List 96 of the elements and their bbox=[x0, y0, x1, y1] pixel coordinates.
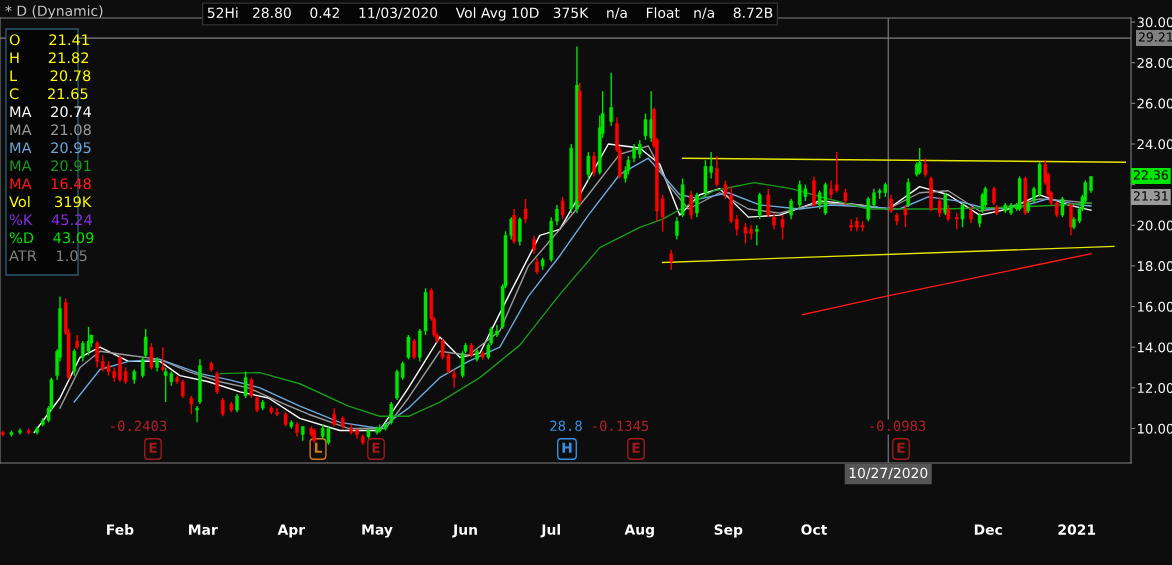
chart-title: * D (Dynamic) bbox=[5, 5, 103, 19]
annotation: -0.1345 bbox=[593, 420, 649, 432]
candlestick bbox=[609, 72, 613, 127]
x-tick-label: Mar bbox=[189, 524, 218, 535]
candlestick bbox=[332, 407, 336, 428]
candlestick bbox=[592, 151, 596, 178]
candlestick bbox=[95, 340, 99, 369]
candlestick bbox=[829, 179, 833, 200]
annotation: 28.8 bbox=[550, 420, 582, 432]
x-tick-label: Oct bbox=[801, 524, 827, 535]
candlestick bbox=[523, 198, 528, 224]
candlestick bbox=[669, 248, 673, 271]
candlestick bbox=[780, 214, 785, 241]
annotation: MA 21.08 bbox=[10, 124, 91, 136]
x-tick-label: Sep bbox=[714, 524, 743, 538]
candlestick bbox=[518, 216, 522, 247]
candlestick bbox=[735, 214, 739, 237]
annotation: H bbox=[562, 442, 572, 453]
candlestick bbox=[220, 397, 225, 417]
candlestick bbox=[906, 177, 911, 208]
annotation: L 20.78 bbox=[10, 70, 91, 82]
x-tick-label: Aug bbox=[624, 524, 654, 538]
ref-line-label: 29.21 bbox=[1138, 32, 1172, 42]
text: 21.31 bbox=[1133, 191, 1168, 201]
candlestick bbox=[835, 151, 839, 194]
x-tick-label: Dec bbox=[974, 524, 1002, 535]
candlestick bbox=[243, 370, 248, 399]
candlestick bbox=[643, 112, 648, 141]
candlestick bbox=[992, 185, 996, 206]
candlestick bbox=[889, 194, 893, 214]
x-tick-label: Jul bbox=[540, 524, 560, 538]
text: 22.36 bbox=[1133, 170, 1168, 180]
candlestick bbox=[141, 356, 145, 379]
candlestick bbox=[637, 139, 642, 159]
annotation: MA 16.48 bbox=[10, 178, 91, 190]
candlestick bbox=[715, 155, 719, 188]
x-tick-label: Jun bbox=[452, 524, 477, 538]
annotation: %K 45.24 bbox=[9, 214, 92, 226]
candlestick bbox=[235, 393, 239, 413]
candlestick bbox=[903, 204, 908, 228]
annotation: C 21.65 bbox=[9, 88, 88, 100]
candlestick bbox=[960, 202, 965, 228]
candlestick bbox=[766, 187, 771, 218]
candlestick bbox=[849, 218, 853, 233]
x-tick-label: 2021 bbox=[1058, 524, 1096, 535]
candlestick bbox=[1, 429, 5, 438]
candlestick bbox=[181, 378, 185, 399]
candlestick bbox=[161, 346, 165, 373]
annotation: O 21.41 bbox=[9, 34, 89, 46]
candlestick bbox=[757, 192, 762, 220]
annotation: -0.0983 bbox=[870, 420, 926, 432]
annotation: %D 43.09 bbox=[9, 232, 94, 244]
candlestick bbox=[866, 196, 871, 222]
candlestick bbox=[632, 143, 636, 163]
annotation: L bbox=[314, 442, 323, 453]
candlestick bbox=[1060, 196, 1065, 218]
candlestick bbox=[452, 368, 456, 389]
candlestick bbox=[389, 401, 394, 426]
candlestick bbox=[406, 334, 411, 361]
candlestick bbox=[689, 190, 693, 220]
candlestick bbox=[923, 157, 928, 178]
candlestick bbox=[143, 328, 148, 359]
annotation: Vol 319K bbox=[9, 195, 92, 208]
annotation: MA 20.95 bbox=[10, 142, 91, 154]
candlestick bbox=[18, 427, 22, 436]
candlestick bbox=[249, 376, 254, 399]
x-tick-label: Feb bbox=[107, 524, 134, 535]
candlestick bbox=[560, 196, 565, 220]
candlestick bbox=[943, 192, 948, 216]
candlestick bbox=[555, 204, 559, 226]
candlestick bbox=[195, 405, 199, 424]
chart-subtitle: 52Hi 28.80 0.42 11/03/2020 Vol Avg 10D 375K n/a Float n/a 8.72B bbox=[207, 7, 773, 21]
candlestick bbox=[149, 342, 154, 371]
annotation: MA 20.74 bbox=[10, 106, 92, 118]
candlestick bbox=[586, 151, 591, 182]
x-tick-label: Apr bbox=[277, 524, 306, 538]
candlestick bbox=[675, 216, 679, 241]
annotation: H 21.82 bbox=[10, 52, 89, 64]
annotation: MA 20.91 bbox=[10, 160, 91, 172]
candlestick bbox=[937, 196, 942, 218]
ref-line-label: 10/27/2020 bbox=[849, 467, 928, 480]
candlestick bbox=[189, 395, 194, 415]
annotation: -0.2403 bbox=[111, 420, 167, 432]
candlestick bbox=[412, 338, 416, 361]
candlestick bbox=[789, 198, 793, 220]
candlestick bbox=[72, 348, 77, 377]
annotation: E bbox=[372, 442, 380, 453]
candlestick bbox=[532, 234, 536, 255]
candlestick bbox=[695, 192, 699, 218]
line-series bbox=[219, 181, 1092, 417]
x-tick-label: May bbox=[362, 524, 393, 538]
candlestick bbox=[755, 224, 759, 247]
annotation: E bbox=[632, 442, 640, 453]
annotation: E bbox=[897, 442, 905, 453]
candlestick bbox=[215, 370, 219, 395]
annotation: E bbox=[149, 442, 157, 453]
